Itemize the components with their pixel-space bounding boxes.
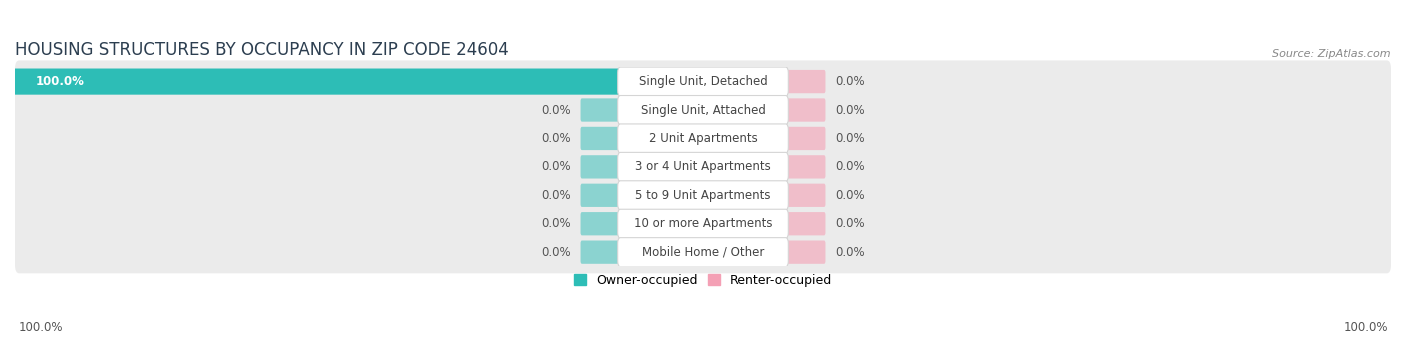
FancyBboxPatch shape [785,155,825,179]
Text: 0.0%: 0.0% [541,246,571,259]
FancyBboxPatch shape [581,184,621,207]
FancyBboxPatch shape [617,181,789,210]
Text: 0.0%: 0.0% [541,217,571,230]
FancyBboxPatch shape [785,240,825,264]
Text: 100.0%: 100.0% [1343,321,1388,334]
Legend: Owner-occupied, Renter-occupied: Owner-occupied, Renter-occupied [568,269,838,292]
FancyBboxPatch shape [785,127,825,150]
FancyBboxPatch shape [581,212,621,235]
FancyBboxPatch shape [15,174,1391,217]
Text: 0.0%: 0.0% [835,75,865,88]
Text: 0.0%: 0.0% [835,189,865,202]
FancyBboxPatch shape [785,212,825,235]
FancyBboxPatch shape [617,67,789,96]
Text: 100.0%: 100.0% [35,75,84,88]
FancyBboxPatch shape [15,146,1391,188]
Text: 0.0%: 0.0% [835,217,865,230]
FancyBboxPatch shape [785,184,825,207]
FancyBboxPatch shape [15,117,1391,160]
Text: 3 or 4 Unit Apartments: 3 or 4 Unit Apartments [636,160,770,173]
FancyBboxPatch shape [581,155,621,179]
Text: 5 to 9 Unit Apartments: 5 to 9 Unit Apartments [636,189,770,202]
Text: 100.0%: 100.0% [18,321,63,334]
Text: 0.0%: 0.0% [835,160,865,173]
FancyBboxPatch shape [617,124,789,153]
Text: 0.0%: 0.0% [541,160,571,173]
FancyBboxPatch shape [617,95,789,124]
FancyBboxPatch shape [15,203,1391,245]
FancyBboxPatch shape [581,240,621,264]
Text: 0.0%: 0.0% [835,104,865,117]
Text: Mobile Home / Other: Mobile Home / Other [641,246,765,259]
Text: Single Unit, Attached: Single Unit, Attached [641,104,765,117]
Text: 10 or more Apartments: 10 or more Apartments [634,217,772,230]
Text: 0.0%: 0.0% [541,132,571,145]
FancyBboxPatch shape [785,70,825,93]
Text: 0.0%: 0.0% [835,132,865,145]
FancyBboxPatch shape [13,69,623,95]
FancyBboxPatch shape [581,98,621,122]
Text: 2 Unit Apartments: 2 Unit Apartments [648,132,758,145]
FancyBboxPatch shape [581,127,621,150]
Text: 0.0%: 0.0% [541,104,571,117]
Text: 0.0%: 0.0% [835,246,865,259]
FancyBboxPatch shape [15,60,1391,103]
Text: Source: ZipAtlas.com: Source: ZipAtlas.com [1272,49,1391,59]
FancyBboxPatch shape [617,209,789,238]
FancyBboxPatch shape [617,152,789,181]
Text: HOUSING STRUCTURES BY OCCUPANCY IN ZIP CODE 24604: HOUSING STRUCTURES BY OCCUPANCY IN ZIP C… [15,41,509,59]
FancyBboxPatch shape [15,231,1391,273]
Text: Single Unit, Detached: Single Unit, Detached [638,75,768,88]
Text: 0.0%: 0.0% [541,189,571,202]
FancyBboxPatch shape [617,238,789,267]
FancyBboxPatch shape [785,98,825,122]
FancyBboxPatch shape [15,89,1391,131]
